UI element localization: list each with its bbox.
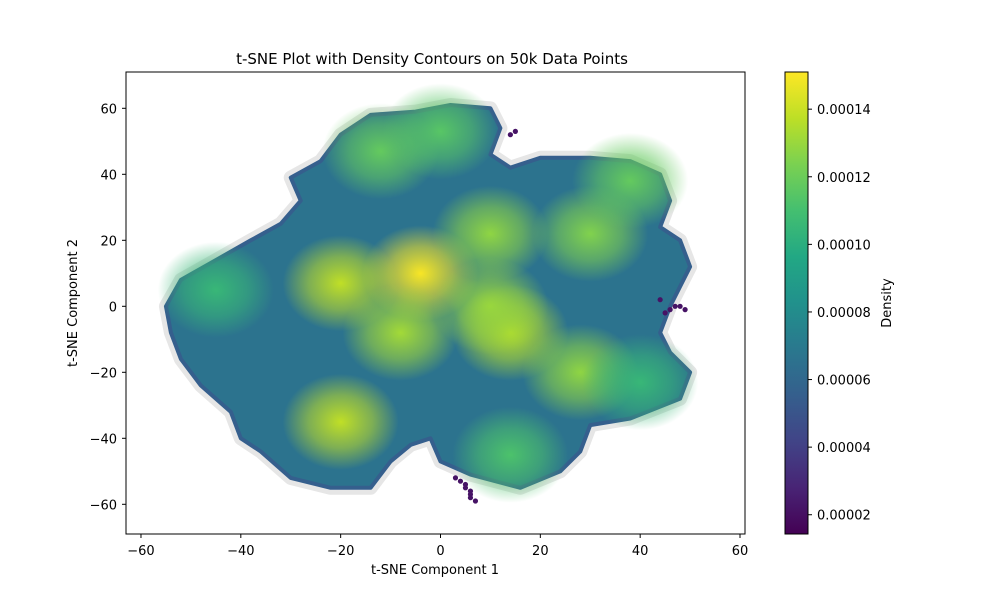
outlier-point (472, 498, 479, 504)
outlier-point (457, 478, 464, 484)
x-tick-label: 20 (532, 544, 549, 559)
density-peak (572, 132, 689, 229)
outlier-point (512, 128, 518, 134)
outlier-point (657, 297, 663, 303)
y-tick-label: 0 (109, 300, 117, 315)
x-tick-label: −40 (227, 544, 254, 559)
x-tick-label: −60 (127, 544, 154, 559)
y-axis: −60 −40 −20 0 20 40 60 (90, 102, 126, 513)
y-tick-label: −40 (90, 432, 117, 447)
x-axis-label: t-SNE Component 1 (371, 563, 499, 578)
y-axis-label: t-SNE Component 2 (66, 239, 81, 367)
colorbar-tick-label: 0.00008 (817, 306, 871, 321)
x-tick-label: 40 (632, 544, 649, 559)
outlier-points (452, 128, 688, 504)
x-tick-label: 60 (732, 544, 749, 559)
plot-frame (125, 71, 746, 535)
density-peak (452, 406, 569, 503)
density-peak (432, 185, 549, 282)
outlier-point (682, 307, 688, 313)
outlier-point (667, 307, 673, 313)
colorbar-tick-label: 0.00004 (817, 441, 871, 456)
outlier-point (452, 475, 459, 481)
density-peak (342, 284, 459, 381)
x-axis: −60 −40 −20 0 20 40 60 (127, 534, 748, 559)
y-tick-label: −20 (90, 366, 117, 381)
colorbar-label: Density (880, 278, 895, 328)
density-peak (282, 373, 399, 470)
colorbar-tick-label: 0.00006 (817, 374, 871, 389)
density-peaks (157, 83, 699, 503)
colorbar-tick-label: 0.00014 (817, 103, 871, 118)
chart-title: t-SNE Plot with Density Contours on 50k … (236, 50, 628, 68)
x-tick-label: −20 (327, 544, 354, 559)
outlier-point (467, 495, 474, 501)
colorbar-tick-label: 0.00002 (817, 509, 871, 524)
y-tick-label: 60 (100, 102, 117, 117)
x-tick-label: 0 (436, 544, 444, 559)
y-tick-label: −60 (90, 498, 117, 513)
outlier-point (462, 485, 469, 491)
plot-area (157, 83, 699, 504)
colorbar-tick-label: 0.00012 (817, 171, 871, 186)
outlier-point (507, 132, 513, 138)
density-peak (157, 241, 274, 338)
outlier-point (677, 303, 683, 309)
density-peak (432, 258, 549, 355)
outlier-point (672, 303, 678, 309)
y-tick-label: 20 (100, 234, 117, 249)
density-peak (382, 83, 499, 180)
y-tick-label: 40 (100, 168, 117, 183)
colorbar-ticks: 0.00002 0.00004 0.00006 0.00008 0.00010 0.000… (808, 103, 871, 524)
density-peak (582, 334, 699, 431)
colorbar (784, 71, 809, 535)
colorbar-tick-label: 0.00010 (817, 238, 871, 253)
outlier-point (662, 310, 668, 316)
